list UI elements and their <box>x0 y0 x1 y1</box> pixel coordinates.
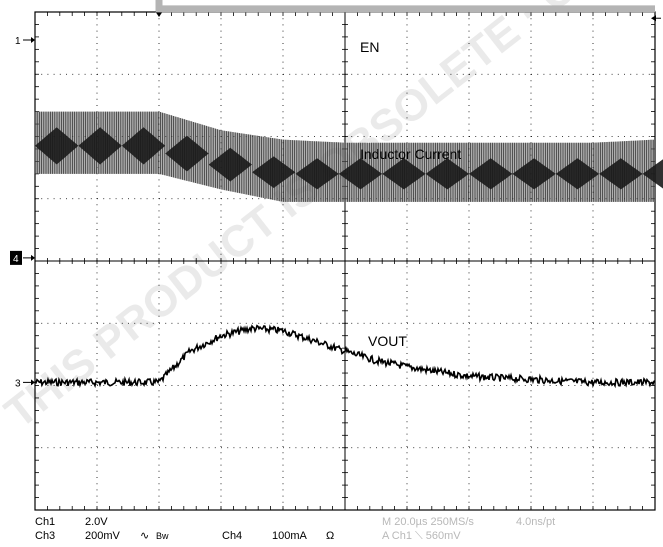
waveform-traces <box>34 0 663 389</box>
ch3-scale: 200mV <box>85 530 120 542</box>
channel-marker-number: 3 <box>15 378 21 389</box>
inductor-current-diamonds <box>35 127 663 190</box>
channel-marker-number: 1 <box>15 36 21 47</box>
trace-label: VOUT <box>368 333 407 349</box>
channel-marker-4: 4 <box>10 250 35 265</box>
ch3-label: Ch3 <box>35 530 56 542</box>
trace-label: EN <box>360 39 379 55</box>
sample-interval-readout: 4.0ns/pt <box>516 516 556 528</box>
trigger-readout: A Ch1 ⟍ 560mV <box>382 530 461 542</box>
channel-marker-box <box>10 250 22 265</box>
trace-label: Inductor Current <box>360 146 461 162</box>
channel-marker-arrow <box>31 254 35 261</box>
channel-marker-arrow <box>31 379 35 386</box>
ch4-scale: 100mA <box>272 530 307 542</box>
ch4-label: Ch4 <box>222 530 243 542</box>
trace-labels: EN Inductor Current VOUT <box>360 39 461 349</box>
channel-marker-1: 1 <box>15 36 35 47</box>
timebase-readout: M 20.0µs 250MS/s <box>382 516 474 528</box>
trigger-level-arrow <box>651 15 656 22</box>
ch3-bw-limit: Bw <box>156 531 169 541</box>
channel-marker-3: 3 <box>15 378 35 389</box>
ch1-label: Ch1 <box>35 516 56 528</box>
trigger-position-marker <box>155 11 163 17</box>
vout-trace <box>34 324 656 389</box>
en-trace <box>155 0 655 13</box>
channel-marker-arrow <box>31 37 35 44</box>
graticule <box>34 11 656 511</box>
watermark: THIS PRODUCT IS OBSOLETE · CONTACT YOUR … <box>0 0 663 438</box>
channel-markers: 1 4 3 <box>10 15 661 389</box>
ch4-impedance: Ω <box>326 530 335 542</box>
watermark-text: THIS PRODUCT IS OBSOLETE · CONTACT YOUR … <box>0 0 663 438</box>
channel-marker-number: 4 <box>13 254 19 265</box>
ch1-scale: 2.0V <box>85 516 108 528</box>
ch3-coupling: ∿ <box>140 530 150 542</box>
